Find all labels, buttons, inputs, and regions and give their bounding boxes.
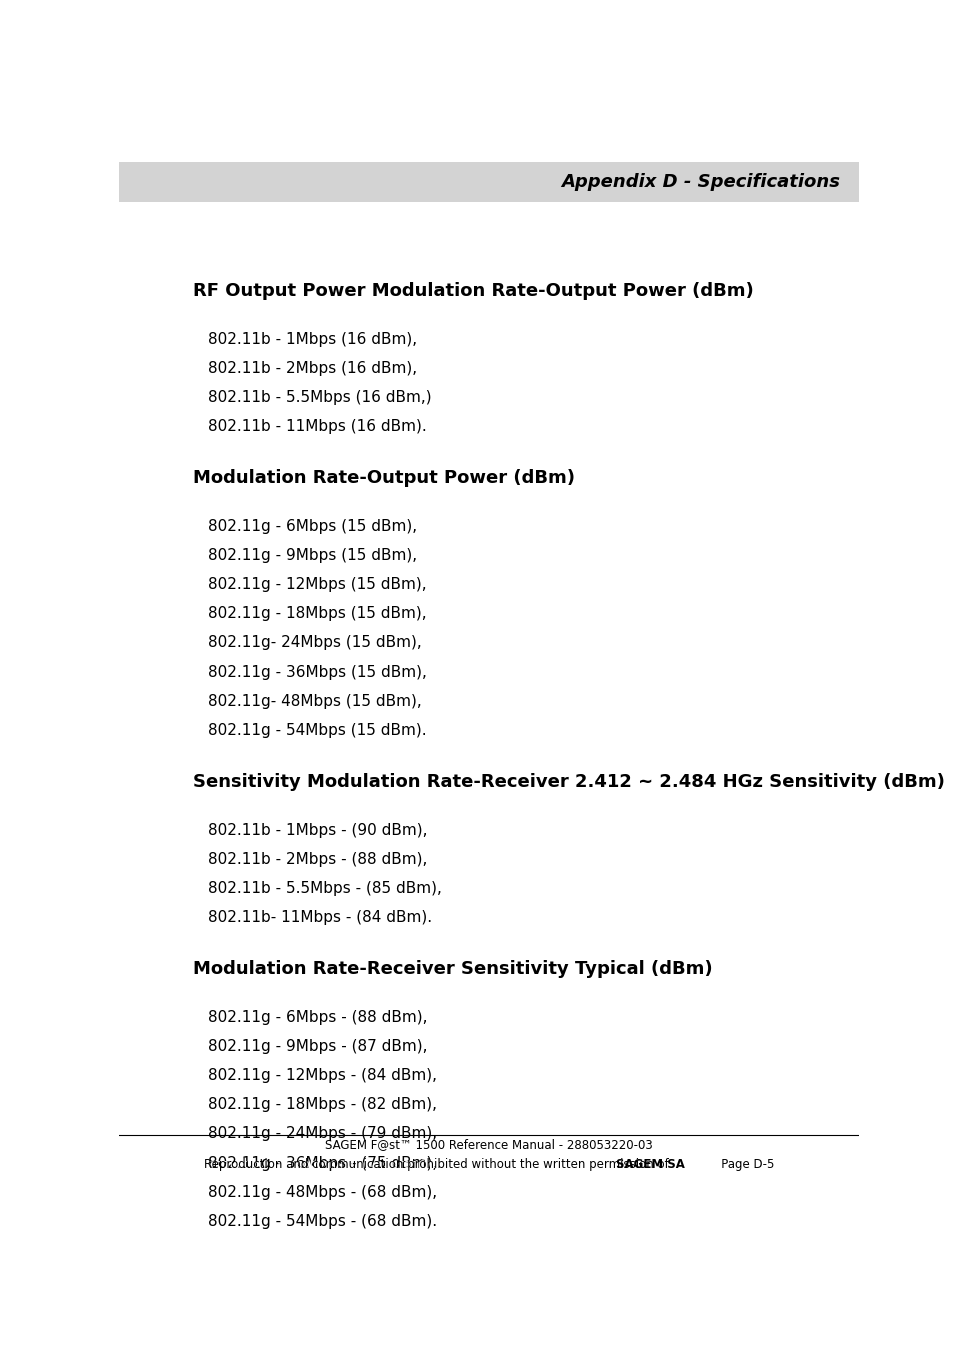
Text: 802.11b - 11Mbps (16 dBm).: 802.11b - 11Mbps (16 dBm). bbox=[208, 419, 426, 434]
Text: 802.11g - 36Mbps - (75 dBm),: 802.11g - 36Mbps - (75 dBm), bbox=[208, 1155, 436, 1170]
Text: Reproduction and communication prohibited without the written permission of     : Reproduction and communication prohibite… bbox=[204, 1158, 773, 1171]
Text: Appendix D - Specifications: Appendix D - Specifications bbox=[560, 173, 840, 190]
Text: 802.11g - 6Mbps - (88 dBm),: 802.11g - 6Mbps - (88 dBm), bbox=[208, 1011, 427, 1025]
Text: 802.11g - 6Mbps (15 dBm),: 802.11g - 6Mbps (15 dBm), bbox=[208, 519, 416, 534]
Text: 802.11g - 9Mbps - (87 dBm),: 802.11g - 9Mbps - (87 dBm), bbox=[208, 1039, 427, 1054]
Text: 802.11b - 5.5Mbps (16 dBm,): 802.11b - 5.5Mbps (16 dBm,) bbox=[208, 390, 431, 405]
Text: 802.11g - 36Mbps (15 dBm),: 802.11g - 36Mbps (15 dBm), bbox=[208, 665, 426, 680]
Text: Sensitivity Modulation Rate-Receiver 2.412 ~ 2.484 HGz Sensitivity (dBm): Sensitivity Modulation Rate-Receiver 2.4… bbox=[193, 773, 944, 790]
Text: 802.11b - 1Mbps (16 dBm),: 802.11b - 1Mbps (16 dBm), bbox=[208, 332, 416, 347]
Text: 802.11g - 54Mbps - (68 dBm).: 802.11g - 54Mbps - (68 dBm). bbox=[208, 1213, 436, 1229]
Text: 802.11b - 2Mbps - (88 dBm),: 802.11b - 2Mbps - (88 dBm), bbox=[208, 852, 427, 867]
Text: 802.11b - 2Mbps (16 dBm),: 802.11b - 2Mbps (16 dBm), bbox=[208, 361, 416, 376]
Text: 802.11b- 11Mbps - (84 dBm).: 802.11b- 11Mbps - (84 dBm). bbox=[208, 911, 432, 925]
Text: 802.11b - 1Mbps - (90 dBm),: 802.11b - 1Mbps - (90 dBm), bbox=[208, 823, 427, 838]
Text: 802.11g- 48Mbps (15 dBm),: 802.11g- 48Mbps (15 dBm), bbox=[208, 693, 421, 709]
Text: 802.11g - 9Mbps (15 dBm),: 802.11g - 9Mbps (15 dBm), bbox=[208, 549, 416, 563]
Text: SAGEM SA: SAGEM SA bbox=[616, 1158, 684, 1171]
Text: Modulation Rate-Output Power (dBm): Modulation Rate-Output Power (dBm) bbox=[193, 469, 575, 486]
Text: 802.11b - 5.5Mbps - (85 dBm),: 802.11b - 5.5Mbps - (85 dBm), bbox=[208, 881, 441, 896]
Text: 802.11g - 24Mbps - (79 dBm),: 802.11g - 24Mbps - (79 dBm), bbox=[208, 1127, 436, 1142]
Text: Modulation Rate-Receiver Sensitivity Typical (dBm): Modulation Rate-Receiver Sensitivity Typ… bbox=[193, 961, 712, 978]
Text: 802.11g - 18Mbps - (82 dBm),: 802.11g - 18Mbps - (82 dBm), bbox=[208, 1097, 436, 1112]
Text: RF Output Power Modulation Rate-Output Power (dBm): RF Output Power Modulation Rate-Output P… bbox=[193, 282, 753, 300]
Text: Reproduction and communication prohibited without the written permission of SAGE: Reproduction and communication prohibite… bbox=[188, 1158, 789, 1171]
Text: 802.11g- 24Mbps (15 dBm),: 802.11g- 24Mbps (15 dBm), bbox=[208, 635, 421, 650]
FancyBboxPatch shape bbox=[119, 162, 858, 201]
Text: 802.11g - 48Mbps - (68 dBm),: 802.11g - 48Mbps - (68 dBm), bbox=[208, 1185, 436, 1200]
Text: 802.11g - 18Mbps (15 dBm),: 802.11g - 18Mbps (15 dBm), bbox=[208, 607, 426, 621]
Text: SAGEM F@st™ 1500 Reference Manual - 288053220-03: SAGEM F@st™ 1500 Reference Manual - 2880… bbox=[325, 1138, 652, 1151]
Text: 802.11g - 54Mbps (15 dBm).: 802.11g - 54Mbps (15 dBm). bbox=[208, 723, 426, 738]
Text: 802.11g - 12Mbps - (84 dBm),: 802.11g - 12Mbps - (84 dBm), bbox=[208, 1069, 436, 1084]
Text: 802.11g - 12Mbps (15 dBm),: 802.11g - 12Mbps (15 dBm), bbox=[208, 577, 426, 592]
